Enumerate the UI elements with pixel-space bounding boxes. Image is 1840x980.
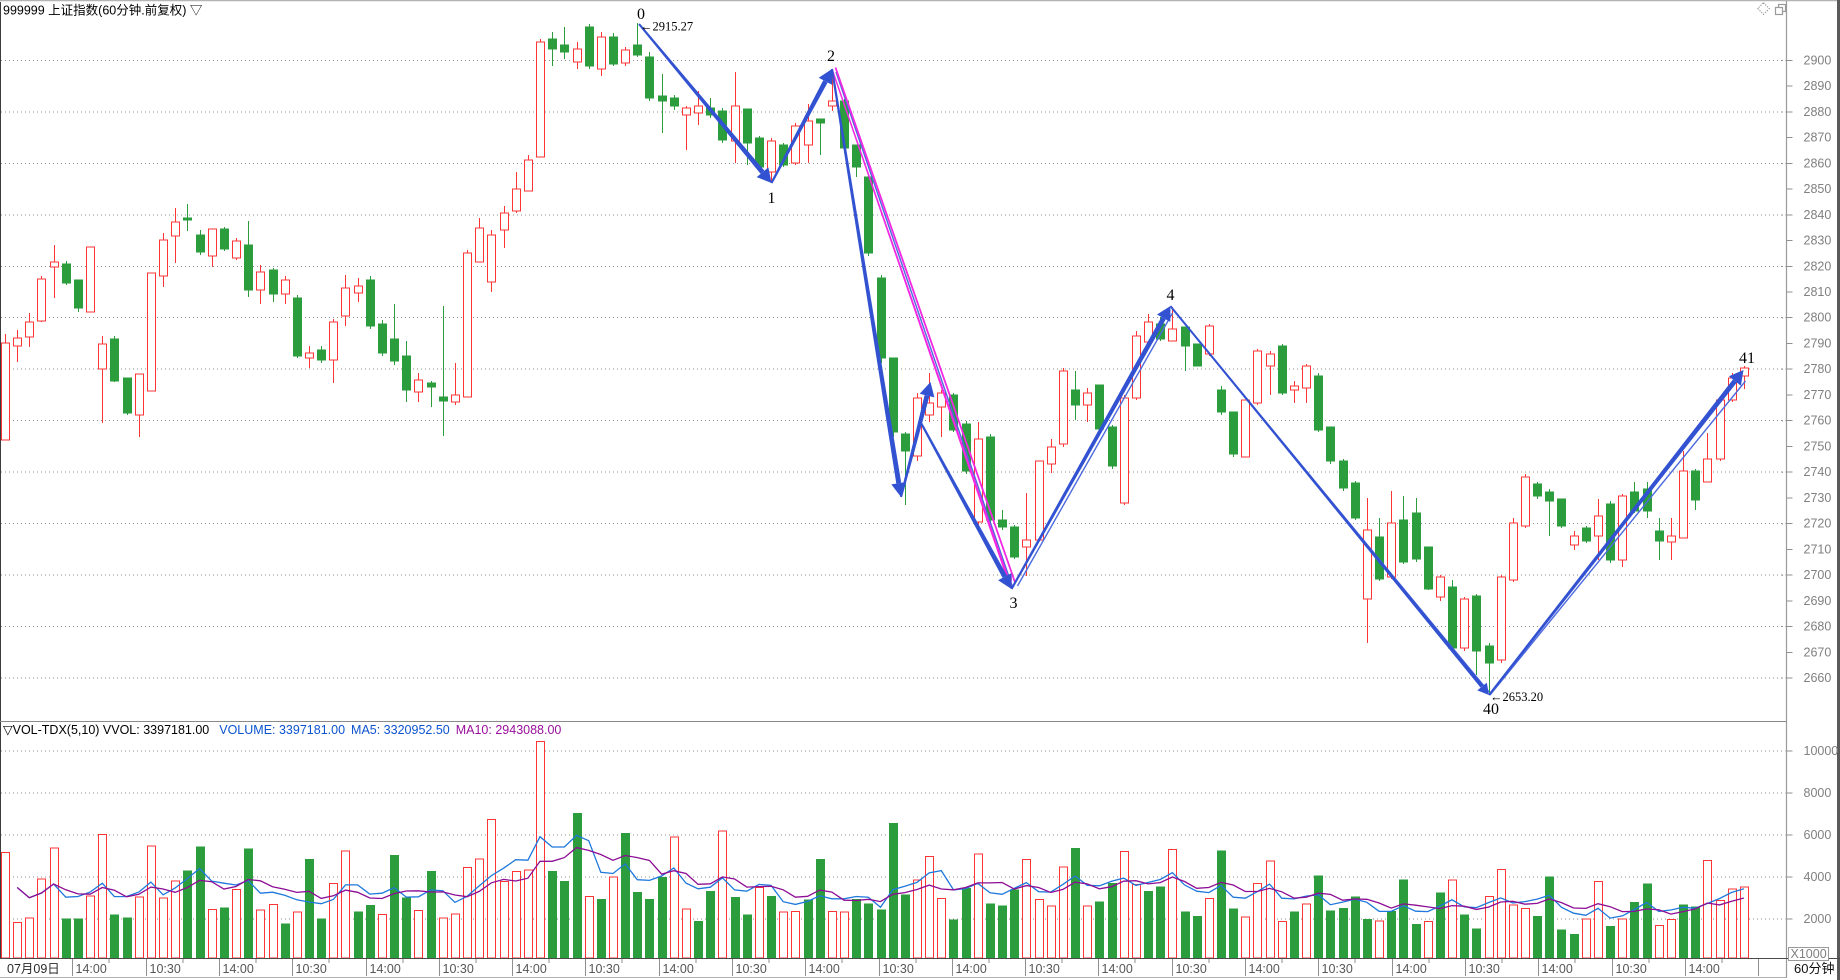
svg-text:2770: 2770 [1804,388,1832,402]
svg-text:6000: 6000 [1804,828,1832,842]
svg-text:14:00: 14:00 [1689,962,1720,976]
svg-text:10:30: 10:30 [883,962,914,976]
svg-text:14:00: 14:00 [663,962,694,976]
svg-text:60分钟: 60分钟 [1794,961,1834,976]
svg-text:14:00: 14:00 [76,962,107,976]
svg-text:2810: 2810 [1804,285,1832,299]
svg-text:14:00: 14:00 [1249,962,1280,976]
svg-text:2790: 2790 [1804,337,1832,351]
svg-text:14:00: 14:00 [1542,962,1573,976]
svg-text:10:30: 10:30 [1616,962,1647,976]
svg-text:2670: 2670 [1804,645,1832,659]
svg-text:4000: 4000 [1804,870,1832,884]
svg-text:0: 0 [637,6,645,23]
svg-text:41: 41 [1739,350,1755,367]
svg-text:999999 上证指数(60分钟.前复权) ▽: 999999 上证指数(60分钟.前复权) ▽ [3,3,203,18]
svg-text:←2653.20: ←2653.20 [1490,690,1543,704]
svg-text:14:00: 14:00 [956,962,987,976]
svg-text:2000: 2000 [1804,912,1832,926]
svg-text:14:00: 14:00 [516,962,547,976]
svg-text:2800: 2800 [1804,311,1832,325]
svg-text:2730: 2730 [1804,491,1832,505]
svg-text:X1000: X1000 [1791,947,1827,961]
svg-text:10:30: 10:30 [443,962,474,976]
svg-text:10:30: 10:30 [296,962,327,976]
svg-text:2870: 2870 [1804,131,1832,145]
svg-text:2760: 2760 [1804,414,1832,428]
svg-text:2900: 2900 [1804,53,1832,67]
svg-text:4: 4 [1167,287,1175,304]
svg-text:07月09日: 07月09日 [7,962,60,976]
svg-text:2880: 2880 [1804,105,1832,119]
svg-text:14:00: 14:00 [223,962,254,976]
svg-text:2720: 2720 [1804,517,1832,531]
svg-text:2690: 2690 [1804,594,1832,608]
svg-text:14:00: 14:00 [809,962,840,976]
svg-text:2830: 2830 [1804,234,1832,248]
svg-text:10:30: 10:30 [1469,962,1500,976]
svg-text:10:30: 10:30 [1176,962,1207,976]
svg-text:10:30: 10:30 [736,962,767,976]
svg-text:3: 3 [1010,595,1018,612]
svg-text:▽VOL-TDX(5,10) VVOL: 3397181.0: ▽VOL-TDX(5,10) VVOL: 3397181.00 VOLUME: 3… [3,723,561,737]
svg-text:10000: 10000 [1804,744,1839,758]
svg-text:2780: 2780 [1804,362,1832,376]
svg-text:1: 1 [768,190,776,207]
svg-text:2850: 2850 [1804,182,1832,196]
svg-text:2750: 2750 [1804,439,1832,453]
svg-text:2710: 2710 [1804,542,1832,556]
svg-text:14:00: 14:00 [1102,962,1133,976]
svg-text:10:30: 10:30 [150,962,181,976]
svg-text:←2915.27: ←2915.27 [640,20,693,34]
svg-text:2: 2 [827,48,835,65]
svg-text:10:30: 10:30 [1029,962,1060,976]
svg-text:2660: 2660 [1804,671,1832,685]
svg-text:2740: 2740 [1804,465,1832,479]
svg-text:2840: 2840 [1804,208,1832,222]
svg-text:14:00: 14:00 [370,962,401,976]
svg-text:40: 40 [1483,701,1499,718]
svg-text:10:30: 10:30 [589,962,620,976]
svg-text:10:30: 10:30 [1322,962,1353,976]
svg-text:14:00: 14:00 [1396,962,1427,976]
svg-text:2820: 2820 [1804,259,1832,273]
svg-text:2890: 2890 [1804,79,1832,93]
svg-text:2680: 2680 [1804,620,1832,634]
svg-text:2860: 2860 [1804,156,1832,170]
svg-text:2700: 2700 [1804,568,1832,582]
svg-text:8000: 8000 [1804,786,1832,800]
